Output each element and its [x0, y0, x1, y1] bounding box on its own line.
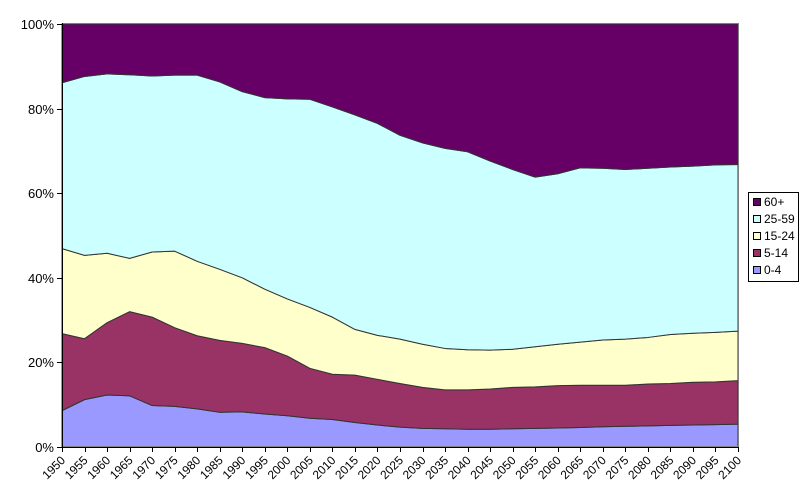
x-axis-tick-label: 1960: [84, 453, 113, 482]
x-axis-tick-label: 1975: [152, 453, 181, 482]
x-axis-tick-label: 2090: [670, 453, 699, 482]
x-axis-tick-label: 2030: [400, 453, 429, 482]
y-axis-tick-label: 40%: [28, 271, 54, 286]
legend-label-15-24: 15-24: [764, 229, 795, 243]
x-axis-tick-label: 2010: [310, 453, 339, 482]
x-axis-tick-label: 2045: [467, 453, 496, 482]
legend-label-25-59: 25-59: [764, 212, 795, 226]
x-axis-tick-label: 2050: [490, 453, 519, 482]
x-axis-tick-label: 2075: [603, 453, 632, 482]
legend-label-60+: 60+: [764, 195, 784, 209]
x-axis-tick-label: 2095: [693, 453, 722, 482]
x-axis-tick-label: 2055: [513, 453, 542, 482]
x-axis-tick-label: 2060: [535, 453, 564, 482]
legend-label-0-4: 0-4: [764, 263, 782, 277]
x-axis-tick-label: 1995: [242, 453, 271, 482]
x-axis-tick-label: 1990: [220, 453, 249, 482]
y-axis-tick-label: 80%: [28, 102, 54, 117]
x-axis-tick-label: 2035: [422, 453, 451, 482]
x-axis-tick-label: 2020: [355, 453, 384, 482]
x-axis-tick-label: 2065: [558, 453, 587, 482]
y-axis-tick-label: 20%: [28, 355, 54, 370]
y-axis-tick-label: 60%: [28, 186, 54, 201]
x-axis-tick-label: 1965: [107, 453, 136, 482]
x-axis-tick-label: 1980: [175, 453, 204, 482]
legend-swatch-60+: [753, 198, 761, 206]
x-axis-tick-label: 2070: [580, 453, 609, 482]
y-axis-tick-label: 100%: [21, 17, 55, 32]
x-axis-tick-label: 2000: [265, 453, 294, 482]
x-axis-tick-label: 2085: [648, 453, 677, 482]
legend-label-5-14: 5-14: [764, 246, 788, 260]
x-axis-tick-label: 2100: [715, 453, 744, 482]
legend-swatch-25-59: [753, 215, 761, 223]
x-axis-tick-label: 2015: [332, 453, 361, 482]
x-axis-tick-label: 2080: [625, 453, 654, 482]
x-axis-tick-label: 1950: [39, 453, 68, 482]
legend-swatch-0-4: [753, 266, 761, 274]
x-axis-tick-label: 1970: [129, 453, 158, 482]
x-axis-tick-label: 2040: [445, 453, 474, 482]
x-axis-tick-label: 2005: [287, 453, 316, 482]
legend-swatch-5-14: [753, 249, 761, 257]
x-axis-tick-label: 2025: [377, 453, 406, 482]
x-axis-tick-label: 1955: [62, 453, 91, 482]
x-axis-tick-label: 1985: [197, 453, 226, 482]
legend-swatch-15-24: [753, 232, 761, 240]
y-axis-tick-label: 0%: [35, 440, 54, 455]
